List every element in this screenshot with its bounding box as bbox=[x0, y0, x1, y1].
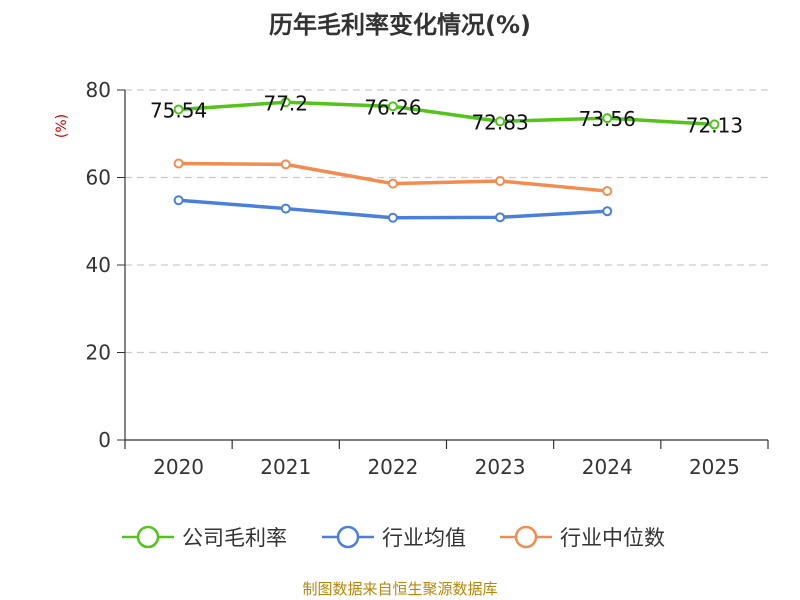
series-point-0 bbox=[709, 119, 720, 130]
legend-marker bbox=[336, 525, 360, 549]
x-tick-label-2021: 2021 bbox=[260, 455, 311, 479]
axes: 0 20 40 60 80 2020 2021 2022 2023 2024 2025 bbox=[86, 78, 769, 479]
x-tick-label-2020: 2020 bbox=[153, 455, 204, 479]
series-point-0 bbox=[173, 104, 184, 115]
series-point-2 bbox=[280, 159, 291, 170]
y-tick-label: 80 bbox=[86, 78, 111, 102]
x-tick-label-2023: 2023 bbox=[475, 455, 526, 479]
series-point-2 bbox=[602, 186, 613, 197]
legend-label: 公司毛利率 bbox=[182, 526, 287, 550]
series-point-1 bbox=[495, 212, 506, 223]
series-point-1 bbox=[387, 212, 398, 223]
series-point-0 bbox=[602, 113, 613, 124]
series-point-0 bbox=[387, 101, 398, 112]
legend[interactable]: 公司毛利率 行业均值 行业中位数 bbox=[122, 525, 665, 550]
y-tick-label: 20 bbox=[86, 341, 111, 365]
legend-item-2[interactable]: 行业中位数 bbox=[500, 525, 665, 550]
series-point-1 bbox=[280, 203, 291, 214]
data-label: 77.2 bbox=[263, 91, 308, 115]
series-point-2 bbox=[387, 178, 398, 189]
series-point-1 bbox=[602, 206, 613, 217]
y-tick-label: 60 bbox=[86, 166, 111, 190]
legend-marker bbox=[136, 525, 160, 549]
series-point-1 bbox=[173, 195, 184, 206]
data-label: 75.54 bbox=[150, 99, 207, 123]
y-tick-label: 0 bbox=[98, 428, 111, 452]
series-lines bbox=[173, 97, 720, 223]
source-note: 制图数据来自恒生聚源数据库 bbox=[302, 580, 497, 598]
data-label: 76.26 bbox=[364, 95, 421, 119]
series-point-0 bbox=[280, 97, 291, 108]
x-tick-label-2025: 2025 bbox=[689, 455, 740, 479]
legend-marker bbox=[514, 525, 538, 549]
data-label: 72.13 bbox=[686, 113, 743, 137]
y-tick-label: 40 bbox=[86, 253, 111, 277]
legend-label: 行业中位数 bbox=[560, 526, 665, 550]
data-labels: 75.54 77.2 76.26 72.83 73.56 72.13 bbox=[150, 91, 743, 137]
chart-title: 历年毛利率变化情况(%) bbox=[269, 11, 531, 39]
x-tick-label-2024: 2024 bbox=[582, 455, 633, 479]
grid-lines bbox=[125, 89, 768, 354]
legend-label: 行业均值 bbox=[382, 526, 466, 550]
y-axis-label: (%) bbox=[54, 114, 70, 138]
data-label: 73.56 bbox=[579, 107, 636, 131]
data-label: 72.83 bbox=[471, 110, 528, 134]
series-point-0 bbox=[495, 116, 506, 127]
series-point-2 bbox=[495, 176, 506, 186]
legend-item-1[interactable]: 行业均值 bbox=[322, 525, 466, 550]
series-point-2 bbox=[173, 158, 184, 169]
x-tick-label-2022: 2022 bbox=[367, 455, 418, 479]
legend-item-0[interactable]: 公司毛利率 bbox=[122, 525, 287, 550]
series-line-0 bbox=[176, 100, 717, 127]
